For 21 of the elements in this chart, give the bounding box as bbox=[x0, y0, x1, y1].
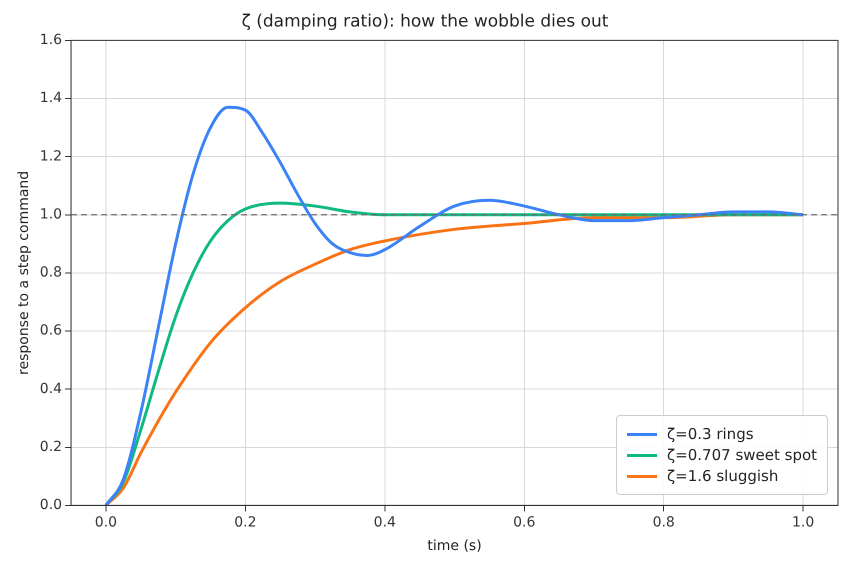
x-tick-label: 1.0 bbox=[792, 514, 814, 530]
y-tick-label: 1.0 bbox=[40, 206, 62, 222]
y-tick-label: 1.6 bbox=[40, 32, 62, 48]
y-tick-label: 0.6 bbox=[40, 322, 62, 339]
y-tick-label: 1.2 bbox=[40, 148, 62, 164]
x-tick-label: 0.6 bbox=[513, 514, 536, 530]
x-tick-label: 0.0 bbox=[94, 514, 118, 530]
legend-label: ζ=0.3 rings bbox=[667, 425, 754, 444]
legend-label: ζ=1.6 sluggish bbox=[667, 467, 778, 486]
x-tick-label: 0.4 bbox=[374, 514, 396, 530]
y-tick-label: 0.0 bbox=[40, 497, 62, 514]
x-tick-label: 0.2 bbox=[234, 514, 256, 530]
y-tick-label: 0.4 bbox=[40, 380, 62, 397]
y-tick-label: 1.4 bbox=[40, 90, 62, 106]
y-tick-label: 0.8 bbox=[40, 264, 62, 281]
x-tick-label: 0.8 bbox=[652, 514, 675, 530]
x-axis-title: time (s) bbox=[427, 538, 482, 554]
chart-title: ζ (damping ratio): how the wobble dies out bbox=[242, 12, 609, 32]
y-tick-label: 0.2 bbox=[40, 438, 62, 455]
y-axis-title: response to a step command bbox=[16, 170, 32, 375]
legend-label: ζ=0.707 sweet spot bbox=[667, 446, 818, 464]
